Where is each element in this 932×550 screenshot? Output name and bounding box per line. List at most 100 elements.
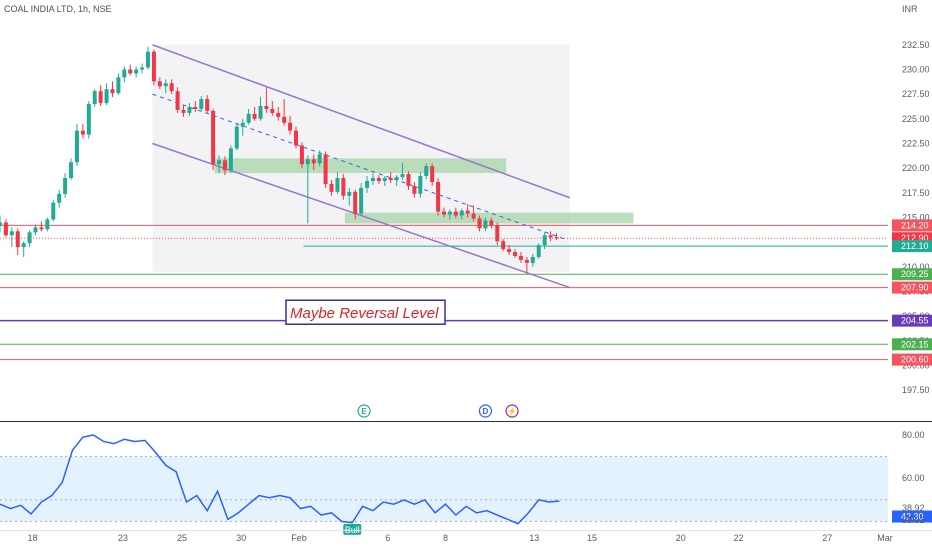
date-tick-label: 23: [118, 533, 128, 543]
price-tag[interactable]: [892, 281, 932, 294]
zone-box-1: [214, 158, 507, 174]
candle-body: [341, 178, 346, 196]
price-tag-label: 207.90: [901, 283, 929, 293]
date-tick-label: 22: [734, 533, 744, 543]
candle-body: [299, 145, 304, 165]
price-tick-label: 220.00: [902, 163, 930, 173]
candle-body: [80, 130, 85, 135]
price-tag[interactable]: [892, 338, 932, 351]
price-tick-label: 227.50: [902, 89, 930, 99]
candle-body: [329, 183, 334, 192]
currency-label: INR: [902, 4, 918, 14]
date-tick-label: 27: [822, 533, 832, 543]
candle-body: [151, 51, 156, 82]
date-tick-label: 6: [385, 533, 390, 543]
candle-body: [489, 220, 494, 226]
candle-body: [495, 225, 500, 242]
candle-body: [51, 202, 56, 220]
price-tag-label: 202.15: [901, 339, 929, 349]
price-tag-label: 212.90: [901, 233, 929, 243]
date-tick-label: Mar: [877, 533, 893, 543]
date-tick-label: 25: [177, 533, 187, 543]
candle-body: [3, 222, 8, 236]
candle-body: [376, 178, 381, 181]
candle-body: [483, 220, 488, 229]
price-tag[interactable]: [892, 219, 932, 232]
candle-body: [222, 160, 227, 171]
bull-badge[interactable]: [343, 523, 362, 535]
price-tag-label: 200.60: [901, 355, 929, 365]
candle-body: [175, 91, 180, 110]
dividend-icon-label: D: [483, 407, 489, 416]
candle-body: [353, 191, 358, 214]
candle-body: [110, 89, 115, 94]
price-tick-label: 197.50: [902, 385, 930, 395]
earnings-icon-label: E: [361, 407, 367, 416]
split-icon[interactable]: [505, 404, 519, 418]
price-tick-label: 225.00: [902, 114, 930, 124]
candle-body: [92, 91, 97, 105]
bull-badge-label: Bull: [345, 525, 360, 535]
zone-box-2: [344, 212, 634, 224]
price-tag[interactable]: [892, 268, 932, 281]
candle-body: [104, 89, 109, 104]
candle-body: [382, 178, 387, 181]
price-tick-label: 232.50: [902, 40, 930, 50]
candle-body: [524, 259, 529, 263]
rsi-line[interactable]: [0, 434, 560, 525]
candle-body: [39, 227, 44, 230]
candle-body: [335, 178, 340, 192]
candle-body: [211, 110, 216, 165]
candle-body: [305, 159, 310, 165]
candle-body: [163, 83, 168, 87]
rsi-current-label: 42.30: [901, 512, 924, 522]
earnings-icon[interactable]: [357, 404, 371, 418]
price-tag-label: 209.25: [901, 269, 929, 279]
candle-body: [359, 187, 364, 214]
candle-body: [412, 185, 417, 194]
rsi-marker-label: 38.92: [902, 503, 925, 513]
candle-body: [294, 130, 298, 146]
candle-body: [0, 222, 2, 226]
candle-body: [501, 241, 506, 250]
channel-mid-line[interactable]: [152, 93, 566, 240]
candle-body: [323, 154, 328, 184]
price-tag[interactable]: [892, 240, 932, 253]
price-tick-label: 222.50: [902, 138, 930, 148]
candle-body: [288, 122, 293, 131]
dividend-icon[interactable]: [478, 404, 493, 418]
candle-body: [317, 154, 322, 164]
candle-body: [276, 112, 281, 117]
channel-upper-line[interactable]: [152, 44, 571, 199]
price-tag[interactable]: [892, 314, 932, 327]
candle-body: [264, 105, 269, 109]
rsi-current-tag[interactable]: [892, 510, 932, 523]
candle-body: [453, 211, 458, 216]
candle-body: [140, 67, 145, 70]
candle-body: [447, 211, 452, 215]
candle-body: [122, 69, 127, 78]
candle-body: [193, 106, 198, 109]
candle-body: [418, 176, 423, 194]
candle-body: [270, 108, 275, 113]
price-tag[interactable]: [892, 353, 932, 366]
candle-body: [199, 99, 204, 109]
price-tick-label: 217.50: [902, 188, 930, 198]
rsi-tick-label: 80.00: [902, 430, 925, 440]
candle-body: [459, 210, 464, 216]
rsi-tick-label: 60.00: [902, 473, 925, 483]
candle-body: [217, 160, 222, 165]
candle-body: [63, 178, 68, 194]
candle-body: [370, 178, 375, 181]
candle-body: [536, 245, 541, 257]
candle-body: [252, 113, 257, 119]
candle-body: [128, 69, 133, 74]
reversal-annotation-text: Maybe Reversal Level: [290, 305, 439, 322]
candle-body: [282, 116, 287, 123]
chart-title: COAL INDIA LTD, 1h, NSE: [4, 4, 112, 14]
price-tick-label: 215.00: [902, 213, 930, 223]
split-icon-label: ⚡: [507, 406, 517, 416]
candle-body: [518, 255, 523, 260]
reversal-annotation-box[interactable]: [285, 299, 446, 325]
